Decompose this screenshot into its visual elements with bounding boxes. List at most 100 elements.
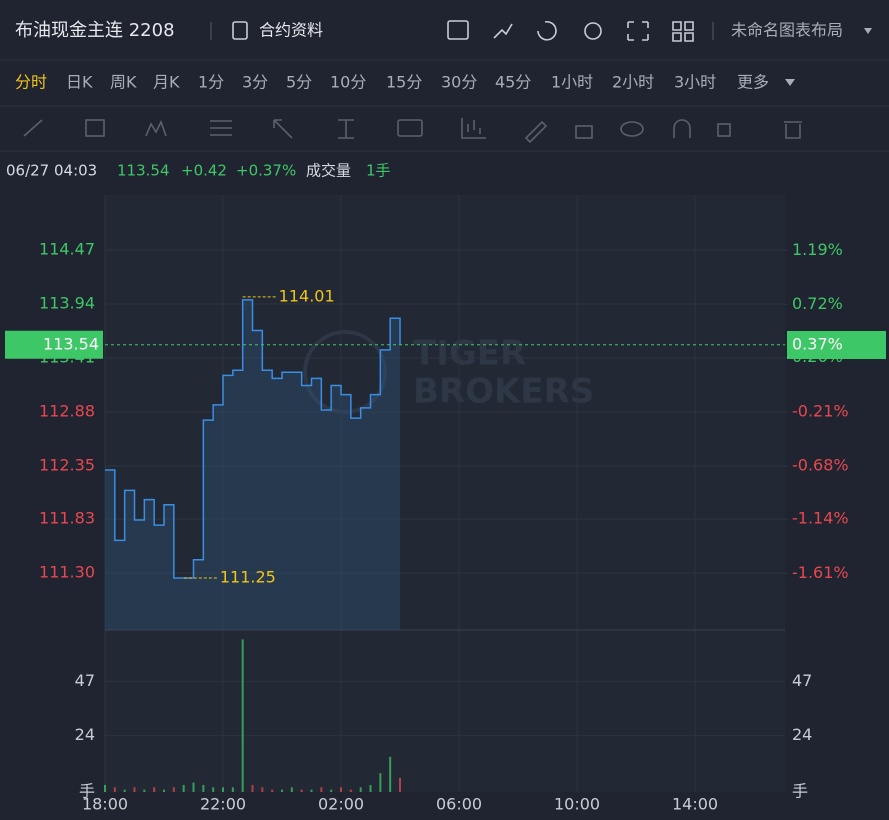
- fullscreen-icon[interactable]: [627, 21, 649, 41]
- tool-fib[interactable]: [210, 120, 232, 136]
- y-tick-label: 111.30: [39, 562, 95, 581]
- info-button-label[interactable]: 合约资料: [259, 21, 323, 40]
- watermark: TIGER: [413, 334, 526, 374]
- price-area: [105, 299, 401, 630]
- tool-magnet[interactable]: [673, 119, 691, 138]
- y-tick-label: 114.47: [39, 240, 95, 259]
- tool-wave[interactable]: [145, 119, 167, 137]
- volume-bar: [330, 789, 333, 792]
- last-price-tag: [5, 330, 103, 359]
- volume-bar: [300, 789, 303, 792]
- period-button[interactable]: 45分: [495, 73, 531, 92]
- period-button[interactable]: 10分: [330, 73, 366, 92]
- y2-tick-label: 1.19%: [792, 240, 843, 259]
- volume-bar: [172, 787, 175, 792]
- volume-bar: [241, 639, 244, 792]
- period-button[interactable]: 月K: [153, 73, 180, 92]
- tool-lock[interactable]: [575, 125, 593, 139]
- last-pct-tag: [787, 331, 886, 359]
- tool-line[interactable]: [23, 119, 43, 137]
- x-tick-label: 14:00: [672, 795, 718, 814]
- draw-icon[interactable]: [493, 23, 513, 39]
- drawing-toolbar: [23, 118, 802, 144]
- volume-bar: [251, 784, 254, 792]
- x-tick-label: 18:00: [82, 795, 128, 814]
- volume-tick-label: 手: [79, 782, 95, 801]
- reset-icon[interactable]: [537, 20, 557, 41]
- period-button[interactable]: 周K: [110, 73, 137, 92]
- low-label: 111.25: [220, 568, 276, 587]
- volume-bar: [340, 787, 343, 792]
- volume-bar: [271, 789, 274, 792]
- period-button[interactable]: 2小时: [612, 73, 654, 92]
- volume-bar: [359, 787, 362, 792]
- y2-tick-label: -0.68%: [792, 456, 849, 475]
- info-button[interactable]: 合约资料: [232, 21, 323, 40]
- volume-bar: [320, 787, 323, 792]
- volume-bar: [290, 787, 293, 792]
- dropdown-arrow[interactable]: [785, 79, 795, 86]
- volume-bar: [153, 787, 156, 792]
- volume-bar: [222, 787, 225, 792]
- volume-tick-label: 24: [75, 725, 95, 744]
- tool-pattern[interactable]: [461, 118, 486, 139]
- y-tick-label: 111.83: [39, 508, 95, 527]
- layout-icon[interactable]: [672, 21, 694, 42]
- info-price: 113.54: [117, 162, 170, 180]
- indicator-icon[interactable]: [447, 20, 469, 40]
- watermark: BROKERS: [413, 372, 594, 412]
- y-tick-label: 113.94: [39, 294, 95, 313]
- period-button[interactable]: 3分: [242, 73, 268, 92]
- period-button[interactable]: 1小时: [551, 73, 593, 92]
- last-price-tag-label: 113.54: [43, 334, 99, 353]
- tool-measure[interactable]: [338, 119, 354, 139]
- volume-bar: [261, 787, 264, 792]
- tool-delete[interactable]: [784, 121, 802, 139]
- period-button[interactable]: 日K: [66, 73, 93, 92]
- period-button[interactable]: 3小时: [674, 73, 716, 92]
- symbol-title: 布油现金主连 2208: [15, 20, 175, 41]
- period-button[interactable]: 1分: [198, 73, 224, 92]
- volume-bar: [113, 787, 116, 792]
- period-bar: 分时 日K 周K 月K 1分 3分 5分 10分 15分 30分 45分 1小时 2小时 3小时: [15, 73, 716, 92]
- tool-rect[interactable]: [85, 119, 105, 137]
- tool-eye[interactable]: [620, 121, 644, 137]
- settings-icon[interactable]: [584, 22, 602, 40]
- volume-bar: [123, 789, 126, 792]
- period-button[interactable]: 30分: [441, 73, 477, 92]
- period-button[interactable]: 分时: [15, 73, 47, 92]
- volume-bar: [202, 784, 205, 792]
- volume-bar: [133, 787, 136, 792]
- volume-bar: [369, 784, 372, 792]
- tool-text[interactable]: [397, 119, 423, 137]
- more-button[interactable]: 更多: [737, 73, 769, 92]
- volume-tick-label: 47: [75, 671, 95, 690]
- price-line: [105, 299, 401, 579]
- volume-bar: [281, 789, 284, 792]
- layout-name[interactable]: 未命名图表布局: [731, 21, 843, 40]
- high-label: 114.01: [279, 286, 335, 305]
- last-pct-tag-label: 0.37%: [792, 335, 843, 354]
- x-tick-label: 06:00: [436, 795, 482, 814]
- x-tick-label: 22:00: [200, 795, 246, 814]
- y2-tick-label: 0.72%: [792, 294, 843, 313]
- period-button[interactable]: 15分: [386, 73, 422, 92]
- volume-tick-label: 手: [792, 782, 808, 801]
- plot-area: [105, 195, 785, 792]
- y2-tick-label: -0.21%: [792, 401, 849, 420]
- info-change: +0.42: [181, 162, 227, 180]
- dropdown-arrow[interactable]: [864, 28, 872, 34]
- tool-arrow[interactable]: [273, 119, 293, 139]
- volume-bar: [231, 787, 234, 792]
- volume-bar: [310, 789, 313, 792]
- tool-copy[interactable]: [717, 123, 731, 137]
- tool-pen[interactable]: [524, 120, 548, 144]
- y-tick-label: 112.88: [39, 401, 95, 420]
- top-icons: [447, 20, 694, 42]
- x-tick-label: 10:00: [554, 795, 600, 814]
- info-change-pct: +0.37%: [236, 162, 296, 180]
- period-button[interactable]: 5分: [286, 73, 312, 92]
